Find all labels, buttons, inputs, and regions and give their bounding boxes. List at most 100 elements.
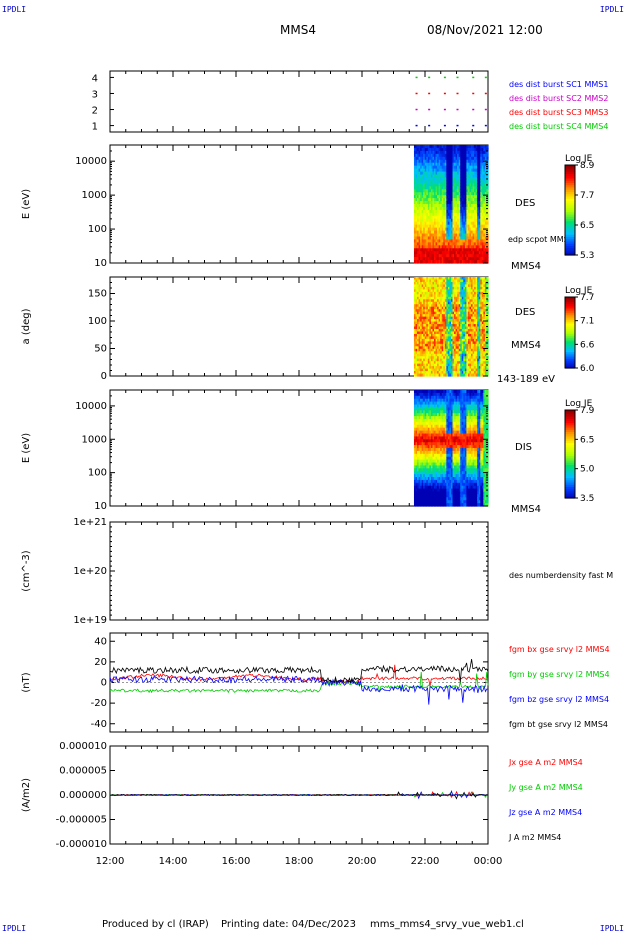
heat-cell <box>429 427 432 432</box>
heat-cell <box>450 373 454 377</box>
heat-cell <box>421 306 424 310</box>
heat-cell <box>418 488 421 493</box>
heat-cell <box>421 348 424 352</box>
heat-cell <box>457 363 460 367</box>
heat-cell <box>469 145 472 149</box>
heat-cell <box>430 390 434 394</box>
heat-cell <box>420 430 423 435</box>
heat-cell <box>424 162 427 167</box>
heat-cell <box>481 218 484 223</box>
heat-cell <box>484 343 488 347</box>
heat-cell <box>437 433 440 437</box>
heat-cell <box>413 395 417 400</box>
heat-cell <box>418 150 421 155</box>
heat-cell <box>480 371 483 375</box>
heat-cell <box>440 398 443 403</box>
heat-cell <box>458 319 461 323</box>
heat-cell <box>458 311 461 315</box>
heat-cell <box>438 294 441 298</box>
heat-cell <box>427 209 430 214</box>
heat-cell <box>437 242 440 246</box>
heat-cell <box>481 171 484 176</box>
heat-cell <box>458 284 461 288</box>
heat-cell <box>424 301 427 305</box>
heat-cell <box>455 336 458 340</box>
heat-cell <box>426 201 429 205</box>
heat-cell <box>472 209 475 214</box>
heat-cell <box>415 477 418 481</box>
heat-cell <box>455 311 458 315</box>
heat-cell <box>464 299 468 303</box>
heat-cell <box>417 371 420 375</box>
heat-cell <box>474 348 477 352</box>
heat-cell <box>430 304 434 308</box>
heat-cell <box>415 150 418 155</box>
heat-cell <box>413 284 417 288</box>
heat-cell <box>420 442 423 446</box>
heat-cell <box>435 456 438 461</box>
colorbar-cell <box>565 366 575 369</box>
heat-cell <box>474 251 477 255</box>
heat-cell <box>424 198 427 202</box>
heat-cell <box>460 304 463 308</box>
heat-cell <box>420 366 423 370</box>
heat-cell <box>472 289 475 293</box>
heat-cell <box>434 341 437 345</box>
heat-cell <box>461 309 464 313</box>
heat-cell <box>447 221 451 226</box>
heat-cell <box>432 356 435 360</box>
heat-cell <box>466 289 469 293</box>
heat-cell <box>418 500 421 504</box>
heat-cell <box>440 159 443 164</box>
heat-cell <box>426 277 429 281</box>
heat-cell <box>430 468 434 472</box>
heat-cell <box>426 368 429 372</box>
heat-cell <box>454 296 457 300</box>
heat-cell <box>430 456 434 461</box>
heat-cell <box>464 245 468 249</box>
heat-cell <box>474 198 477 202</box>
heat-cell <box>464 195 468 199</box>
heat-cell <box>426 356 429 360</box>
heat-cell <box>469 353 472 357</box>
heat-cell <box>430 204 434 208</box>
heat-cell <box>420 416 423 420</box>
heat-cell <box>421 419 424 423</box>
heat-cell <box>475 156 478 161</box>
heat-cell <box>484 260 488 264</box>
heat-cell <box>486 153 489 158</box>
heat-cell <box>475 242 478 246</box>
heat-cell <box>429 392 432 397</box>
heat-cell <box>466 189 469 193</box>
heat-cell <box>415 192 418 196</box>
heat-cell <box>430 471 434 475</box>
heat-cell <box>461 221 464 226</box>
heat-cell <box>420 471 423 475</box>
heat-cell <box>477 346 480 350</box>
heat-cell <box>421 427 424 432</box>
heat-cell <box>469 314 472 318</box>
heat-cell <box>415 497 418 501</box>
heat-cell <box>435 336 438 340</box>
heat-cell <box>435 485 438 490</box>
heat-cell <box>455 186 458 190</box>
heat-cell <box>466 215 469 220</box>
heat-cell <box>443 218 446 223</box>
heat-cell <box>474 204 477 208</box>
heat-cell <box>423 439 426 443</box>
heat-cell <box>427 404 430 408</box>
heat-cell <box>471 314 474 318</box>
heat-cell <box>467 336 471 340</box>
heat-cell <box>486 174 489 179</box>
heat-cell <box>435 304 438 308</box>
heat-cell <box>475 150 478 155</box>
heat-cell <box>429 500 432 504</box>
heat-cell <box>475 351 478 355</box>
heat-cell <box>415 168 418 173</box>
heat-cell <box>484 251 488 255</box>
heat-cell <box>452 165 455 170</box>
heat-cell <box>446 358 449 362</box>
heat-cell <box>466 328 469 333</box>
heat-cell <box>469 204 472 208</box>
heat-cell <box>467 284 471 288</box>
